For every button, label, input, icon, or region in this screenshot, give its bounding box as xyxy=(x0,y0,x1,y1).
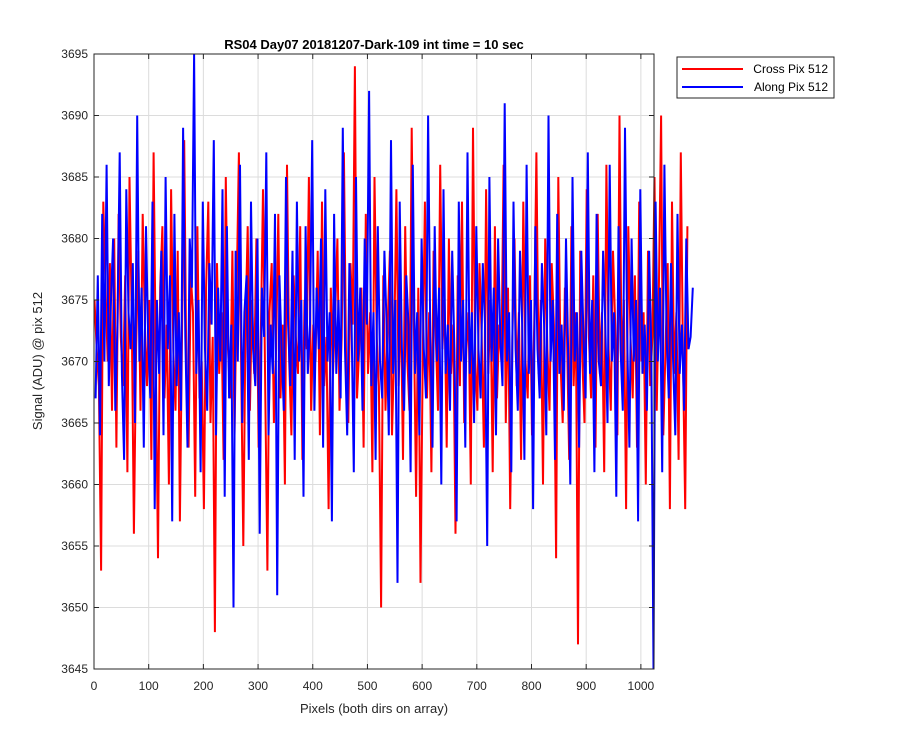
series-line-1 xyxy=(94,53,694,670)
y-tick-label: 3660 xyxy=(61,478,88,492)
y-tick-label: 3650 xyxy=(61,601,88,615)
y-axis-label: Signal (ADU) @ pix 512 xyxy=(30,292,45,430)
x-axis-label: Pixels (both dirs on array) xyxy=(300,701,448,716)
y-tick-label: 3690 xyxy=(61,109,88,123)
y-tick-label: 3665 xyxy=(61,416,88,430)
y-tick-label: 3670 xyxy=(61,355,88,369)
legend-box xyxy=(676,56,835,99)
legend: Cross Pix 512 Along Pix 512 xyxy=(676,56,835,99)
x-tick-label: 800 xyxy=(521,679,541,693)
y-tick-label: 3685 xyxy=(61,170,88,184)
x-tick-label: 300 xyxy=(248,679,268,693)
y-tick-label: 3680 xyxy=(61,232,88,246)
y-tick-label: 3655 xyxy=(61,539,88,553)
legend-label-cross: Cross Pix 512 xyxy=(753,62,828,76)
x-tick-label: 0 xyxy=(91,679,98,693)
x-tick-label: 100 xyxy=(139,679,159,693)
x-tick-label: 600 xyxy=(412,679,432,693)
x-tick-label: 500 xyxy=(357,679,377,693)
axis-ticks: 0 100 200 300 400 500 600 700 800 900 1000 3645 3650… xyxy=(61,47,654,693)
x-tick-label: 1000 xyxy=(628,679,655,693)
legend-label-along: Along Pix 512 xyxy=(754,80,828,94)
x-tick-label: 900 xyxy=(576,679,596,693)
x-tick-label: 700 xyxy=(467,679,487,693)
series-lines xyxy=(93,53,694,670)
x-tick-label: 400 xyxy=(303,679,323,693)
y-tick-label: 3675 xyxy=(61,293,88,307)
y-tick-label: 3695 xyxy=(61,47,88,61)
x-tick-label: 200 xyxy=(193,679,213,693)
y-tick-label: 3645 xyxy=(61,662,88,676)
chart-title: RS04 Day07 20181207-Dark-109 int time = … xyxy=(224,37,524,52)
